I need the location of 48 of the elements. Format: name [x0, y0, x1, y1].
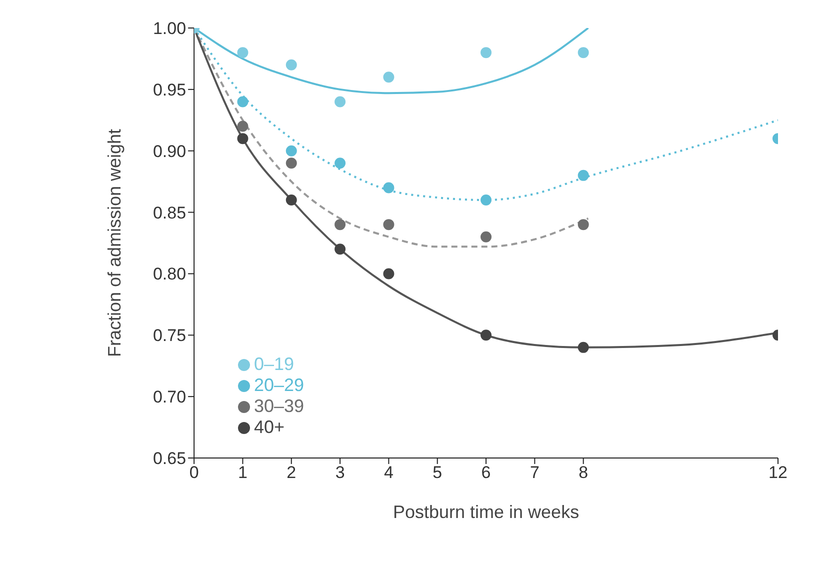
point [480, 231, 492, 242]
x-tick-label: 3 [335, 463, 345, 482]
y-axis-title: Fraction of admission weight [104, 128, 124, 358]
point [237, 47, 248, 58]
y-tick-label: 0.95 [152, 80, 186, 100]
point [237, 96, 248, 108]
y-tick-label: 0.85 [152, 203, 186, 222]
x-tick-label: 6 [481, 463, 491, 482]
point [383, 182, 394, 194]
x-tick-label: 4 [384, 463, 394, 482]
point [480, 330, 492, 341]
point [286, 158, 297, 169]
point [334, 158, 346, 169]
x-tick-label: 5 [432, 463, 442, 482]
y-tick-label: 0.65 [152, 449, 186, 468]
point [578, 170, 589, 181]
point [383, 72, 394, 83]
y-tick-label: 0.80 [152, 264, 186, 284]
x-axis-title: Postburn time in weeks [392, 502, 580, 522]
x-tick-label: 7 [530, 463, 540, 482]
point [286, 194, 297, 206]
x-tick-label: 0 [189, 463, 199, 482]
legend-label: 40+ [254, 417, 285, 437]
point [383, 219, 394, 230]
point [334, 219, 346, 230]
y-tick-label: 0.90 [152, 142, 186, 161]
point [578, 219, 589, 230]
point [334, 244, 346, 255]
point [237, 133, 248, 144]
y-tick-label: 0.70 [152, 388, 186, 407]
legend-label: 0–19 [254, 354, 294, 374]
point [480, 194, 492, 206]
point [334, 96, 346, 108]
y-tick-label: 0.75 [152, 326, 186, 346]
point [480, 47, 492, 58]
point [286, 59, 297, 70]
point [578, 47, 589, 58]
point [578, 342, 589, 353]
point [383, 268, 394, 280]
y-tick-label: 1.00 [152, 19, 186, 38]
legend-label: 20–29 [254, 375, 304, 395]
legend-label: 30–39 [254, 396, 304, 416]
point [286, 145, 297, 156]
x-tick-label: 2 [286, 463, 296, 482]
x-tick-label: 8 [578, 463, 588, 482]
point [237, 120, 248, 132]
x-tick-label: 1 [238, 463, 248, 482]
x-tick-label: 12 [768, 463, 788, 482]
